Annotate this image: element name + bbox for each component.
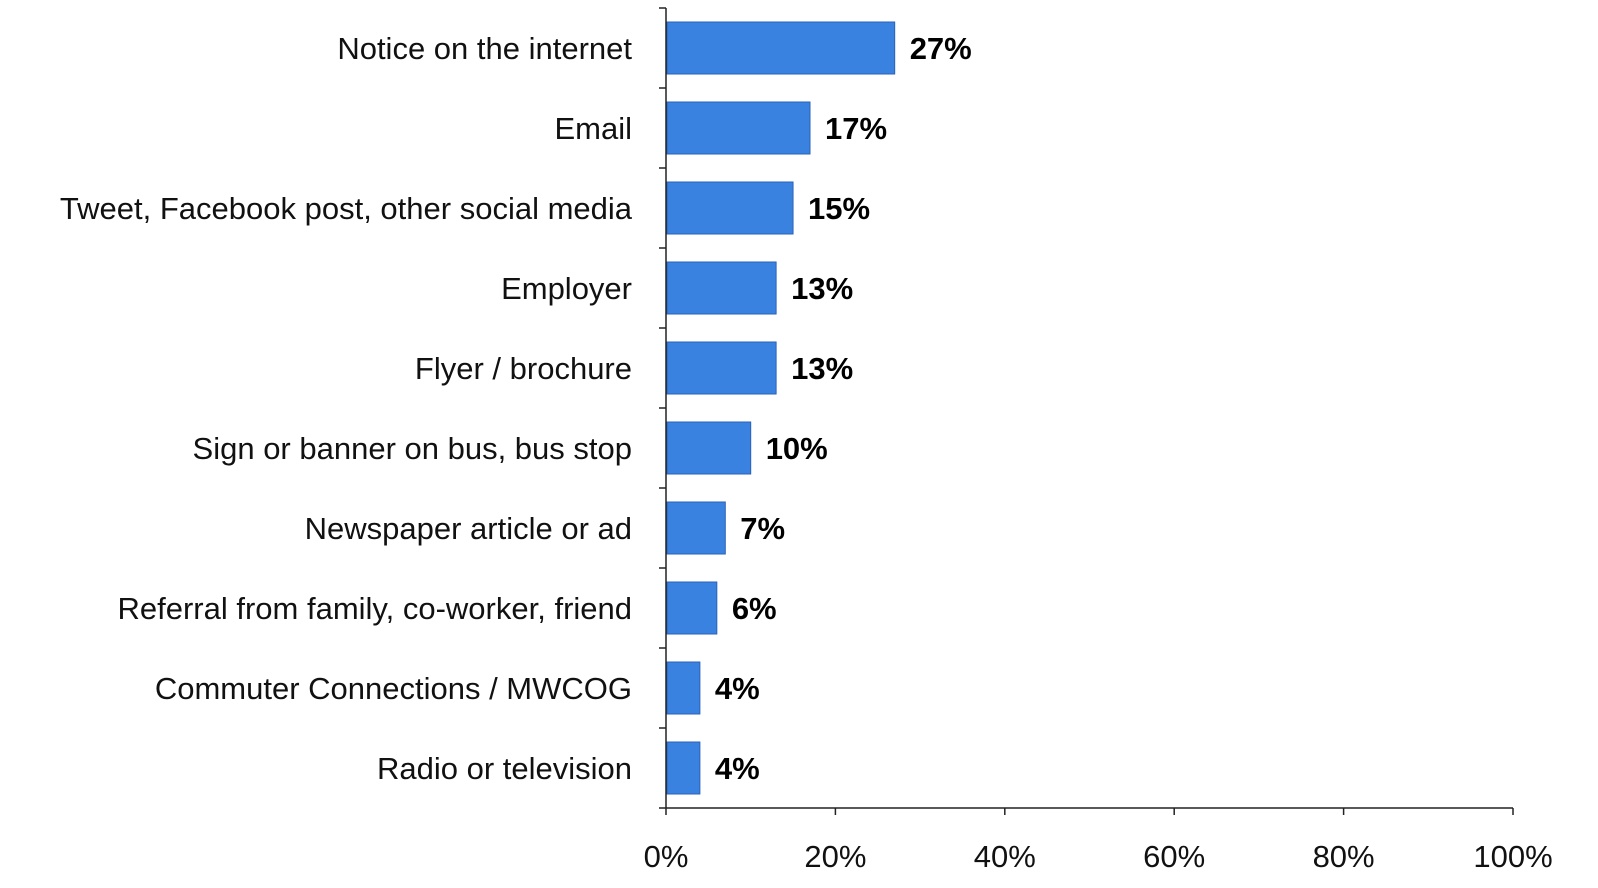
category-label: Commuter Connections / MWCOG [155, 671, 632, 706]
x-tick-label: 40% [974, 839, 1036, 874]
bar [666, 661, 701, 715]
value-labels-layer: 27% 17% 15% 13% 13% 10% 7% 6% 4% 4% [715, 31, 972, 786]
value-label: 17% [825, 111, 887, 146]
x-tick-label: 60% [1143, 839, 1205, 874]
value-label: 6% [732, 591, 777, 626]
value-label: 13% [791, 271, 853, 306]
bar [666, 501, 726, 555]
bar [666, 581, 718, 635]
value-label: 4% [715, 751, 760, 786]
bar [666, 21, 896, 75]
category-label: Email [554, 111, 632, 146]
bar [666, 101, 811, 155]
value-label: 27% [910, 31, 972, 66]
bar [666, 741, 701, 795]
x-tick-label: 20% [804, 839, 866, 874]
bars-layer [666, 21, 896, 795]
x-tick-label: 80% [1313, 839, 1375, 874]
bar [666, 261, 777, 315]
value-label: 10% [766, 431, 828, 466]
category-label: Radio or television [377, 751, 632, 786]
category-label: Tweet, Facebook post, other social media [60, 191, 633, 226]
value-label: 13% [791, 351, 853, 386]
value-label: 4% [715, 671, 760, 706]
category-label: Notice on the internet [337, 31, 632, 66]
x-tick-label: 100% [1473, 839, 1552, 874]
value-label: 7% [740, 511, 785, 546]
category-label: Flyer / brochure [415, 351, 632, 386]
category-label: Sign or banner on bus, bus stop [193, 431, 632, 466]
x-tick-label: 0% [644, 839, 689, 874]
category-label: Employer [501, 271, 632, 306]
value-label: 15% [808, 191, 870, 226]
bar [666, 181, 794, 235]
bar [666, 341, 777, 395]
category-labels-layer: Notice on the internet Email Tweet, Facebo… [60, 31, 633, 786]
category-label: Referral from family, co-worker, friend [118, 591, 633, 626]
category-label: Newspaper article or ad [305, 511, 632, 546]
bar [666, 421, 752, 475]
axes-layer: 0% 20% 40% 60% 80% 100% [644, 7, 1553, 874]
